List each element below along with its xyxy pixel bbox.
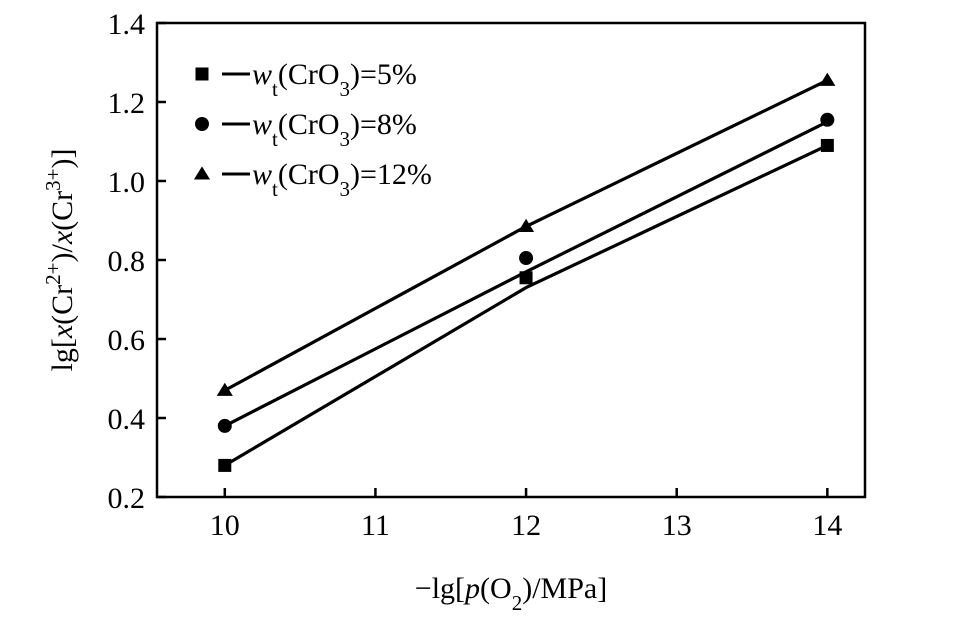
y-tick-label-0.8: 0.8 <box>108 245 146 278</box>
legend-marker-1 <box>195 67 209 81</box>
x-tick-label-12: 12 <box>511 509 541 542</box>
data-points <box>216 72 836 472</box>
circle-point-s2-2 <box>519 251 534 266</box>
circle-point-s2-3 <box>820 112 835 127</box>
triangle-point-s3-2 <box>518 218 535 232</box>
x-tick-label-14: 14 <box>812 509 842 542</box>
y-tick-label-0.4: 0.4 <box>108 403 146 436</box>
series-line-1 <box>223 143 828 467</box>
x-tick-label-10: 10 <box>210 509 240 542</box>
ticks: 10 11 12 13 14 0.2 0.4 0.6 0.8 1.0 1.2 1.4 <box>108 8 843 542</box>
legend-entry-1: wt(CrO3)=5% <box>252 58 417 101</box>
legend-entry-3: wt(CrO3)=12% <box>252 158 432 201</box>
y-tick-label-1.4: 1.4 <box>108 8 146 41</box>
circle-point-s2-1 <box>217 418 232 433</box>
plot-frame <box>155 21 867 499</box>
triangle-point-s3-3 <box>819 72 836 86</box>
x-axis-label: −lg[p(O2)/MPa] <box>415 572 607 613</box>
square-point-s1-3 <box>820 138 834 152</box>
y-axis-label: lg[x(Cr2+)/x(Cr3+)] <box>41 149 79 372</box>
legend: wt(CrO3)=5% wt(CrO3)=8% wt(CrO3)=12% <box>193 58 432 201</box>
legend-marker-3 <box>193 166 211 180</box>
legend-entry-2: wt(CrO3)=8% <box>252 108 417 151</box>
y-tick-label-0.2: 0.2 <box>108 482 146 515</box>
x-tick-label-11: 11 <box>361 509 390 542</box>
x-tick-label-13: 13 <box>662 509 692 542</box>
y-tick-label-1.0: 1.0 <box>108 166 146 199</box>
y-tick-label-0.6: 0.6 <box>108 324 146 357</box>
square-point-s1-1 <box>218 458 232 472</box>
y-tick-label-1.2: 1.2 <box>108 87 146 120</box>
triangle-point-s3-1 <box>216 382 233 396</box>
square-point-s1-2 <box>519 271 533 285</box>
legend-marker-2 <box>195 117 209 131</box>
